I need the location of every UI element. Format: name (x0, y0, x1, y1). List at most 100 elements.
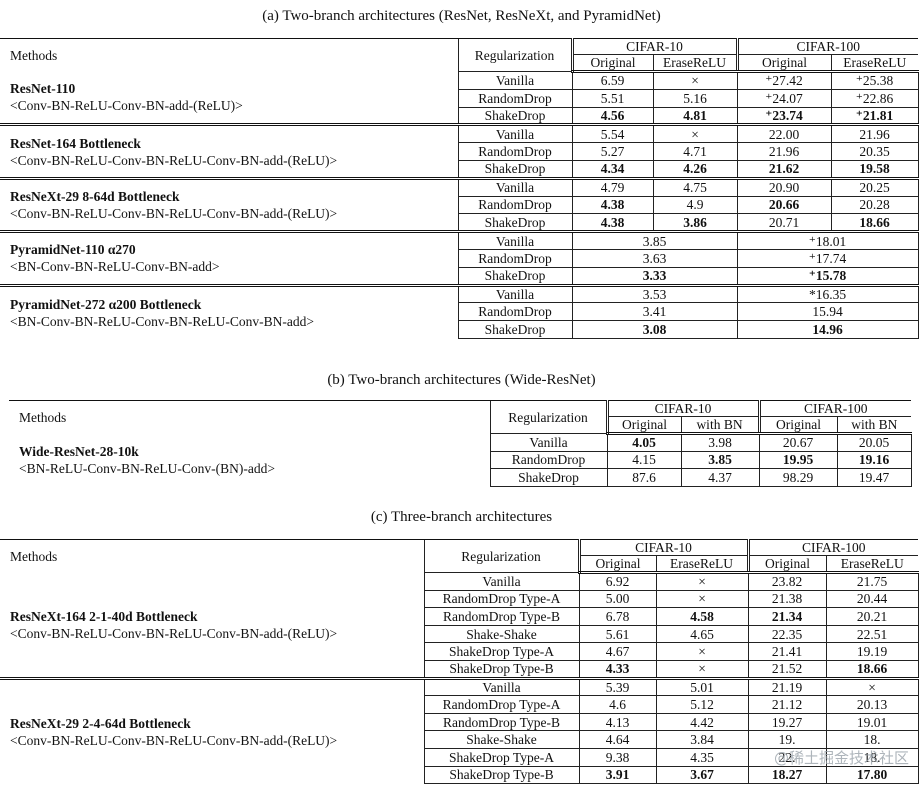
regularization-cell: RandomDrop (457, 302, 573, 322)
cifar10-original-cell: 5.51 (571, 88, 654, 108)
cifar10-original-cell: 4.05 (606, 433, 682, 452)
cifar100-eraserelu-cell: 22.51 (825, 624, 919, 644)
table-row: ShakeDrop 3.33 ⁺15.78 (0, 266, 919, 286)
table-row: Wide-ResNet-28-10k <BN-ReLU-Conv-BN-ReLU-… (9, 433, 912, 476)
cifar10-eraserelu-cell: 4.9 (652, 195, 738, 215)
regularization-cell: Vanilla (457, 123, 573, 144)
regularization-header: Regularization (489, 400, 607, 434)
table-row: ShakeDrop 4.34 4.26 21.62 19.58 (0, 159, 919, 179)
cifar100-original-cell: 19. (747, 730, 827, 749)
regularization-cell: ShakeDrop Type-A (423, 642, 580, 661)
model-name: ResNeXt-29 8-64d Bottleneck (10, 188, 180, 204)
cifar100-with-bn-cell: 19.16 (836, 450, 912, 469)
cifar10-original-cell: 4.38 (571, 213, 654, 233)
regularization-cell: ShakeDrop (457, 266, 573, 286)
cifar100-original-cell: 21.34 (747, 607, 827, 626)
cifar10-cell: 3.53 (571, 283, 738, 304)
cifar100-original-cell: 98.29 (758, 468, 838, 487)
watermark: @稀土掘金技术社区 (773, 749, 909, 767)
model-cell: ResNet-164 Bottleneck <Conv-BN-ReLU-Conv-… (0, 123, 458, 179)
table-row: PyramidNet-110 α270 <BN-Conv-BN-ReLU-Conv… (0, 230, 919, 286)
cifar100-with-bn-cell: 20.05 (836, 433, 912, 452)
model-structure: <Conv-BN-ReLU-Conv-BN-ReLU-Conv-BN-add-(… (10, 205, 338, 221)
regularization-cell: ShakeDrop (457, 213, 573, 233)
cifar100-eraserelu-cell: 17.80 (825, 765, 919, 785)
model-name: ResNet-164 Bottleneck (10, 135, 141, 151)
cifar100-with-bn-cell: 19.47 (836, 468, 912, 487)
cifar10-original-cell: 5.54 (571, 123, 654, 144)
regularization-cell: RandomDrop (457, 142, 573, 161)
model-name: PyramidNet-110 α270 (10, 242, 136, 258)
cifar10-eraserelu-cell: 4.81 (652, 106, 738, 126)
table-row: RandomDrop 5.51 5.16 ⁺24.07 ⁺22.86 (0, 88, 919, 108)
regularization-cell: RandomDrop Type-B (423, 712, 580, 732)
regularization-cell: Shake-Shake (423, 730, 580, 749)
eraserelu-header: EraseReLU (830, 54, 919, 73)
model-cell: ResNeXt-164 2-1-40d Bottleneck <Conv-BN-R… (0, 573, 424, 679)
cifar10-eraserelu-cell: 4.26 (652, 159, 738, 179)
cifar10-eraserelu-cell: 4.58 (655, 607, 749, 626)
cifar10-original-cell: 5.27 (571, 142, 654, 161)
cifar10-eraserelu-cell: 4.75 (652, 176, 738, 197)
regularization-cell: Vanilla (489, 433, 608, 452)
cifar100-original-cell: ⁺27.42 (736, 71, 832, 90)
regularization-cell: RandomDrop (457, 195, 573, 215)
model-name: PyramidNet-272 α200 Bottleneck (10, 296, 202, 312)
cifar10-eraserelu-cell: 3.67 (655, 765, 749, 785)
cifar100-eraserelu-cell: 20.44 (825, 589, 919, 609)
caption-c: (c) Three-branch architectures (370, 509, 553, 525)
table-row: PyramidNet-272 α200 Bottleneck <BN-Conv-B… (0, 283, 919, 339)
cifar100-original-cell: 22.35 (747, 624, 827, 644)
eraserelu-header: EraseReLU (825, 555, 919, 574)
table-c: Methods Regularization CIFAR-10 CIFAR-10… (0, 539, 919, 785)
table-row: RandomDrop Type-B 4.13 4.42 19.27 19.01 (0, 712, 919, 732)
table-row: RandomDrop 5.27 4.71 21.96 20.35 (0, 142, 919, 161)
cifar10-eraserelu-cell: 4.35 (655, 747, 749, 767)
table-row: ShakeDrop Type-A 9.38 4.35 22. 18. (0, 747, 919, 767)
cifar100-original-cell: 20.90 (736, 176, 832, 197)
cifar10-with-bn-cell: 3.98 (680, 433, 760, 452)
cifar100-cell: 14.96 (736, 320, 919, 339)
table-row: RandomDrop 4.15 3.85 19.95 19.16 (9, 450, 912, 469)
regularization-cell: ShakeDrop Type-A (423, 747, 580, 767)
original-header: Original (746, 555, 827, 574)
model-structure: <BN-ReLU-Conv-BN-ReLU-Conv-(BN)-add> (19, 460, 275, 476)
cifar10-eraserelu-cell: × (655, 589, 749, 609)
regularization-cell: ShakeDrop (457, 106, 573, 126)
cifar10-original-cell: 4.15 (606, 450, 682, 469)
cifar10-original-cell: 87.6 (606, 468, 682, 487)
cifar100-original-cell: 21.38 (747, 589, 827, 609)
cifar100-original-cell: 21.52 (747, 659, 827, 679)
table-row: ResNeXt-29 2-4-64d Bottleneck <Conv-BN-Re… (0, 676, 919, 784)
model-structure: <Conv-BN-ReLU-Conv-BN-ReLU-Conv-BN-add-(… (10, 625, 338, 641)
original-header: Original (605, 416, 681, 435)
regularization-cell: ShakeDrop (457, 159, 573, 179)
cifar100-original-cell: 23.82 (747, 572, 827, 591)
cifar100-eraserelu-cell: 19.58 (830, 159, 919, 179)
cifar10-original-cell: 5.00 (578, 589, 657, 609)
cifar100-original-cell: 20.67 (758, 433, 838, 452)
caption-a: (a) Two-branch architectures (ResNet, Re… (262, 8, 661, 24)
table-row: ShakeDrop 3.08 14.96 (0, 320, 919, 339)
cifar100-eraserelu-cell: 21.75 (825, 572, 919, 591)
model-structure: <Conv-BN-ReLU-Conv-BN-ReLU-Conv-BN-add-(… (10, 732, 338, 748)
cifar10-original-cell: 4.64 (578, 730, 657, 749)
cifar10-cell: 3.08 (571, 320, 738, 339)
regularization-cell: RandomDrop Type-B (423, 607, 580, 626)
cifar100-eraserelu-cell: 20.13 (825, 695, 919, 714)
cifar10-original-cell: 5.39 (578, 676, 657, 697)
model-structure: <Conv-BN-ReLU-Conv-BN-add-(ReLU)> (10, 98, 243, 114)
regularization-cell: Vanilla (457, 283, 573, 304)
cifar10-cell: 3.63 (571, 248, 738, 268)
eraserelu-header: EraseReLU (655, 555, 749, 574)
regularization-cell: Vanilla (423, 572, 580, 591)
cifar10-eraserelu-cell: 4.65 (655, 624, 749, 644)
cifar100-eraserelu-cell: ⁺21.81 (830, 106, 919, 126)
regularization-cell: RandomDrop Type-A (423, 695, 580, 714)
cifar100-original-cell: 19.95 (758, 450, 838, 469)
cifar10-original-cell: 4.6 (578, 695, 657, 714)
table-row: ResNeXt-29 8-64d Bottleneck <Conv-BN-ReLU… (0, 176, 919, 232)
cifar100-eraserelu-cell: 19.19 (825, 642, 919, 661)
model-name: ResNet-110 (10, 81, 76, 97)
cifar10-eraserelu-cell: × (655, 572, 749, 591)
